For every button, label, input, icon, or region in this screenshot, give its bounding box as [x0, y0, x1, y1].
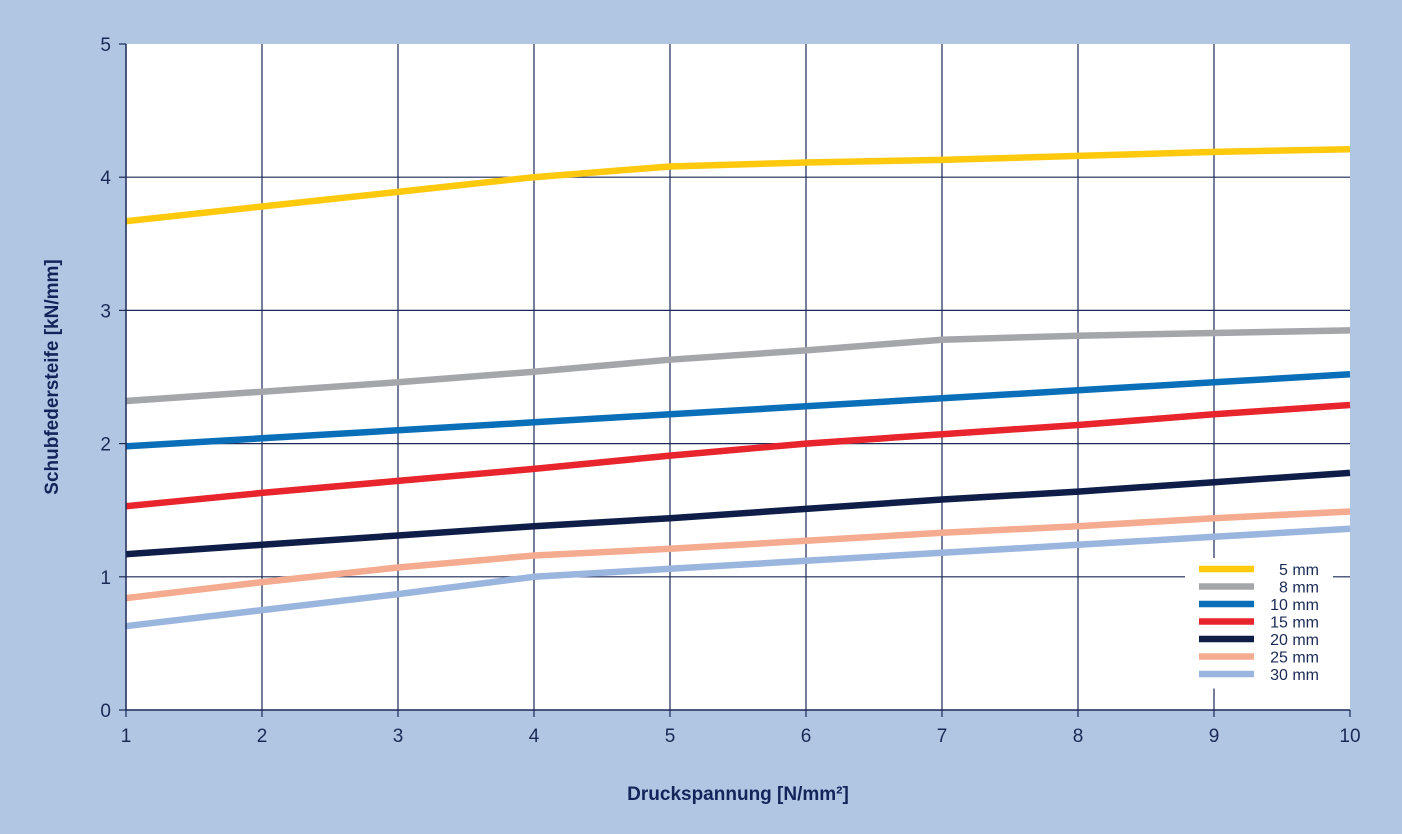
x-tick-label: 6	[801, 726, 812, 747]
x-tick-label: 5	[665, 726, 676, 747]
y-tick-label: 0	[100, 701, 111, 722]
x-tick-label: 9	[1209, 726, 1220, 747]
x-tick-label: 4	[529, 726, 540, 747]
plot-area	[126, 44, 1350, 710]
grid-lines	[126, 44, 1350, 710]
series-line-25-mm	[125, 508, 1351, 602]
series-line-15-mm	[125, 401, 1351, 510]
x-tick-label: 1	[121, 726, 132, 747]
legend-label: 5 mm	[1279, 562, 1319, 579]
x-axis-title: Druckspannung [N/mm²]	[627, 784, 849, 805]
x-tick-label: 10	[1339, 726, 1360, 747]
series-line-30-mm	[125, 525, 1351, 630]
y-tick-label: 2	[100, 435, 111, 456]
series-line-10-mm	[125, 371, 1351, 450]
series-line-5-mm	[125, 145, 1351, 225]
y-axis-title: Schubfedersteife [kN/mm]	[42, 259, 63, 494]
axes	[119, 43, 1351, 717]
series-line-8-mm	[125, 327, 1351, 405]
legend-label: 10 mm	[1270, 597, 1319, 614]
series-line-20-mm	[125, 469, 1351, 558]
legend-label: 20 mm	[1270, 632, 1319, 649]
legend-label: 25 mm	[1270, 650, 1319, 667]
y-tick-label: 3	[100, 301, 111, 322]
legend-label: 15 mm	[1270, 615, 1319, 632]
legend-label: 8 mm	[1279, 580, 1319, 597]
y-tick-label: 1	[100, 568, 111, 589]
x-tick-label: 8	[1073, 726, 1084, 747]
y-tick-label: 5	[100, 35, 111, 56]
x-tick-label: 7	[937, 726, 948, 747]
y-tick-label: 4	[100, 168, 111, 189]
x-tick-label: 3	[393, 726, 404, 747]
x-tick-label: 2	[257, 726, 268, 747]
series-lines	[125, 145, 1351, 630]
legend-label: 30 mm	[1270, 667, 1319, 684]
